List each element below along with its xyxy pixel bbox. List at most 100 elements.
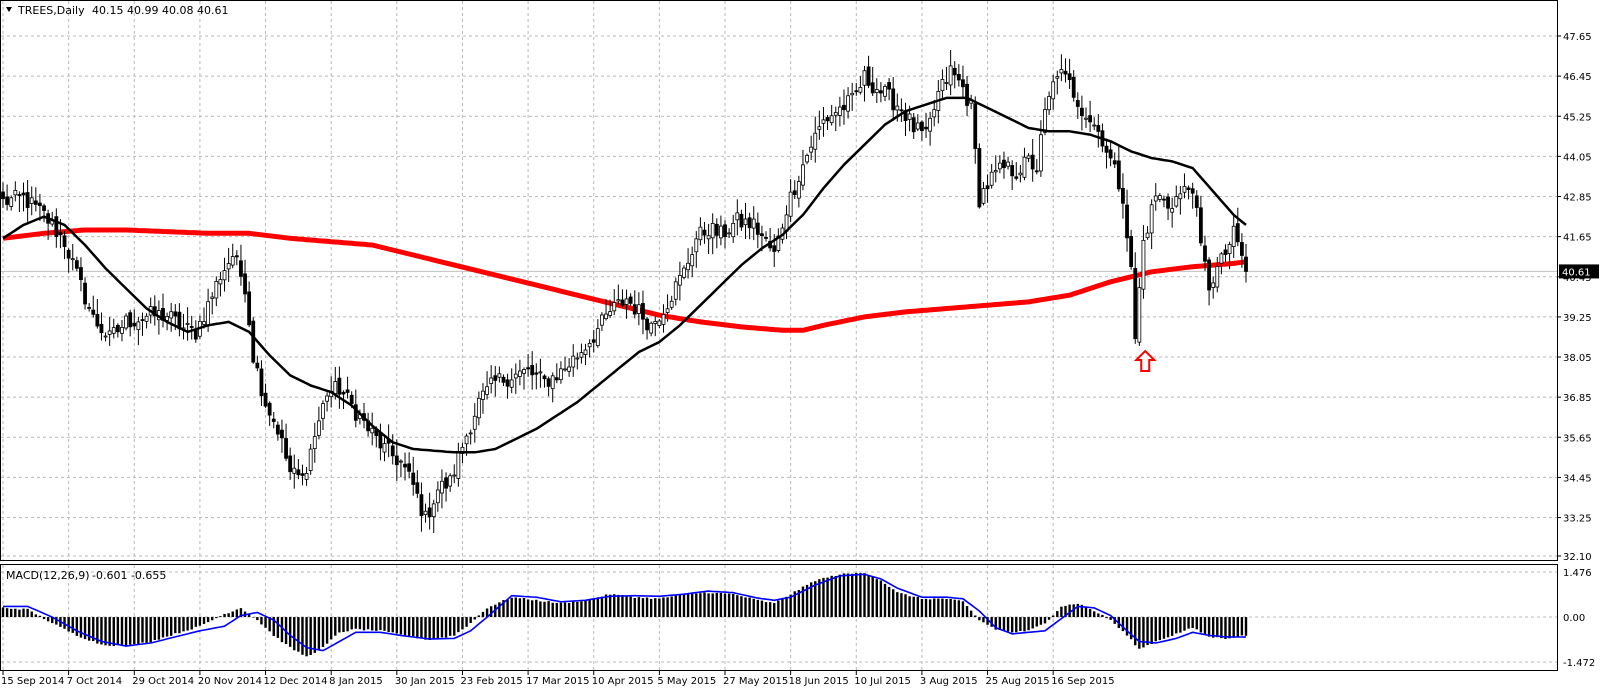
candle-body [677, 275, 682, 286]
macd-bar [1101, 614, 1104, 618]
candle-body [673, 281, 678, 300]
triangle-down-icon[interactable] [6, 7, 12, 12]
macd-bar [752, 598, 755, 618]
macd-bar [649, 598, 653, 618]
macd-bar [949, 599, 952, 618]
macd-bar [157, 617, 161, 640]
macd-bar [1203, 617, 1207, 635]
macd-bar [1240, 617, 1244, 636]
candle-body [440, 480, 444, 494]
candle-body [1006, 161, 1010, 167]
macd-bar [1179, 617, 1182, 633]
macd-bar [104, 617, 107, 646]
candle-body [624, 298, 629, 305]
candle-body [300, 473, 305, 476]
candle-body [993, 170, 998, 173]
candle-body [833, 112, 838, 116]
macd-bar [239, 608, 243, 618]
macd-bar [1125, 617, 1129, 636]
candle-body [928, 117, 933, 132]
macd-bar [223, 613, 226, 618]
price-axis-label: 41.65 [1563, 233, 1592, 244]
candle-body [275, 424, 280, 435]
macd-bar [5, 608, 9, 618]
macd-bar [576, 601, 579, 618]
macd-bar [416, 617, 419, 639]
candle-body [444, 477, 448, 489]
candle-body [878, 90, 883, 94]
candle-body [542, 375, 547, 380]
candle-body [874, 89, 879, 93]
macd-bar [551, 602, 554, 618]
macd-bar [805, 584, 809, 618]
macd-bar [67, 617, 70, 632]
candle-body [210, 296, 215, 299]
candle-body [600, 314, 604, 326]
candle-body [485, 386, 489, 395]
macd-bar [194, 617, 198, 627]
macd-pane-frame [0, 564, 1558, 671]
candle-body [554, 377, 559, 381]
macd-bar [440, 617, 444, 638]
candle-body [415, 482, 420, 494]
candle-body [456, 451, 461, 479]
macd-bar [908, 596, 911, 618]
candle-body [431, 503, 436, 517]
candle-body [296, 469, 301, 476]
macd-bar [1043, 617, 1047, 624]
macd-bar [1207, 617, 1211, 637]
macd-bar [850, 573, 854, 618]
candle-body [103, 335, 108, 338]
candle-body [796, 181, 801, 199]
macd-bar [1129, 617, 1133, 640]
macd-bar [1010, 617, 1014, 633]
macd-values: -0.601 -0.655 [92, 569, 166, 582]
macd-bar [477, 615, 481, 618]
candle-body [604, 313, 608, 320]
candle-body [288, 455, 293, 473]
candle-body [394, 455, 399, 466]
candle-body [267, 402, 272, 416]
macd-bar [1183, 617, 1186, 631]
macd-bar [10, 608, 13, 618]
time-axis-label: 20 Nov 2014 [198, 676, 262, 687]
candle-body [792, 190, 797, 195]
macd-bar [424, 617, 427, 640]
candle-body [546, 378, 551, 387]
candle-body [349, 394, 354, 404]
candle-body [489, 377, 494, 384]
candle-body [476, 397, 481, 419]
macd-bar [1039, 617, 1043, 625]
candle-body [452, 474, 457, 477]
candle-body [1157, 195, 1162, 200]
macd-bar [789, 594, 792, 618]
macd-bar [563, 602, 567, 618]
candle-body [1149, 204, 1154, 234]
candle-body [128, 312, 133, 328]
macd-bar [71, 617, 74, 633]
macd-bar [338, 617, 341, 633]
candle-body [87, 306, 92, 309]
macd-bar [1068, 604, 1071, 618]
candle-body [1080, 107, 1084, 116]
candle-body [1174, 196, 1179, 207]
candle-body [940, 79, 945, 92]
candle-body [1137, 287, 1142, 343]
macd-bar [133, 617, 136, 645]
candle-body [1190, 188, 1195, 194]
macd-bar [1150, 617, 1153, 645]
macd-bar [629, 596, 632, 618]
candle-body [1219, 253, 1224, 264]
candle-body [202, 321, 206, 325]
macd-bar [978, 617, 981, 621]
candle-body [292, 467, 297, 474]
macd-bar [826, 577, 829, 618]
macd-bar [124, 617, 128, 647]
candle-body [481, 390, 485, 400]
candle-body [899, 109, 904, 112]
macd-axis-label: -1.472 [1563, 658, 1595, 669]
candle-body [1182, 186, 1187, 193]
candle-body [226, 263, 231, 270]
price-axis: 47.6546.4545.2544.0542.8541.6540.4539.25… [1557, 32, 1592, 563]
